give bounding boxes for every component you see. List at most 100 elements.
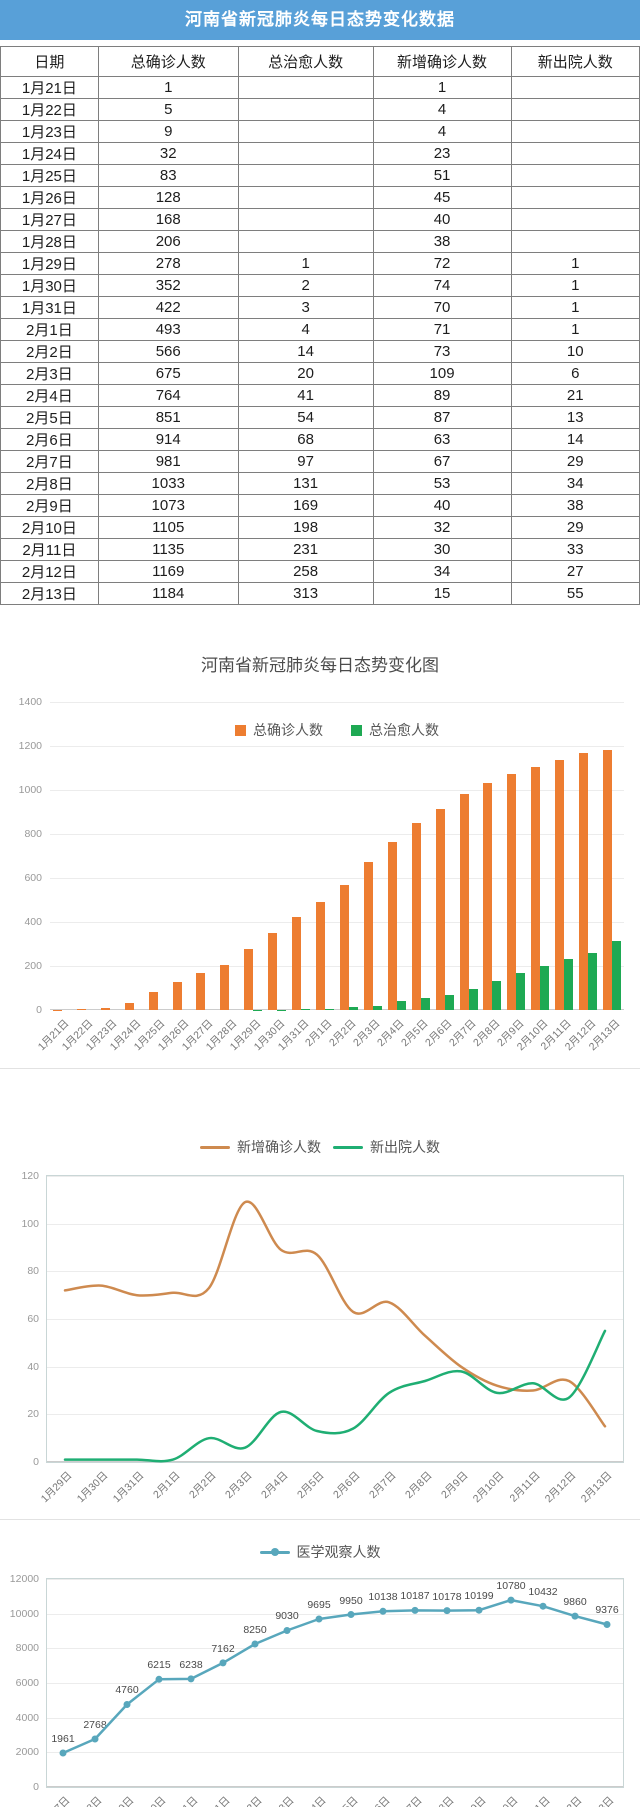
table-cell: 2月4日	[0, 384, 99, 407]
gridline	[47, 1414, 623, 1416]
table-cell: 1月30日	[0, 274, 99, 297]
x-axis-tick-label: 1月31日	[164, 1793, 202, 1807]
gridline	[47, 1683, 623, 1684]
table-row: 2月8日 1033 131 53 34	[0, 472, 640, 495]
table-cell: 45	[372, 186, 512, 209]
table-cell: 63	[372, 428, 512, 451]
table-cell: 70	[372, 296, 512, 319]
x-axis-tick-label: 2月6日	[360, 1793, 394, 1807]
y-axis-tick-label: 0	[33, 1456, 39, 1468]
table-row: 1月22日 5 4	[0, 98, 640, 121]
table-cell: 4	[237, 318, 374, 341]
table-cell: 258	[237, 560, 374, 583]
table-cell: 29	[510, 450, 640, 473]
series-line	[63, 1200, 607, 1428]
table-cell	[510, 230, 640, 253]
table-cell: 13	[510, 406, 640, 429]
x-axis-tick-label: 2月8日	[424, 1793, 458, 1807]
data-point-label: 9376	[595, 1604, 619, 1617]
line-chart-canvas	[59, 1596, 611, 1757]
table-cell	[510, 120, 640, 143]
legend-item: 医学观察人数	[259, 1542, 381, 1562]
table-cell: 981	[97, 450, 239, 473]
table-cell: 72	[372, 252, 512, 275]
table-cell: 55	[510, 582, 640, 605]
legend-swatch-line	[200, 1145, 230, 1149]
y-axis-tick-label: 400	[24, 916, 42, 928]
table-cell: 30	[372, 538, 512, 561]
table-cell: 1	[510, 252, 640, 275]
y-axis-tick-label: 20	[27, 1408, 39, 1421]
y-axis-tick-label: 1400	[18, 696, 42, 708]
bar-confirmed	[148, 991, 158, 1010]
table-header-cell: 新出院人数	[510, 46, 640, 77]
data-point-marker	[123, 1701, 131, 1708]
table-cell: 1105	[97, 516, 239, 539]
data-point-marker	[539, 1602, 547, 1610]
bar-confirmed	[555, 760, 565, 1010]
table-cell: 1135	[97, 538, 239, 561]
bar-chart-legend: 总确诊人数 总治愈人数	[50, 720, 624, 740]
x-axis-tick-label: 1月29日	[100, 1793, 138, 1807]
data-point-marker	[411, 1606, 419, 1614]
bar-confirmed	[76, 1008, 86, 1010]
table-cell: 14	[237, 340, 374, 363]
table-cell: 2月5日	[0, 406, 99, 429]
table-cell: 2月12日	[0, 560, 99, 583]
table-cell: 23	[372, 142, 512, 165]
series-line	[63, 1329, 607, 1463]
table-cell: 73	[372, 340, 512, 363]
table-cell: 1033	[97, 472, 239, 495]
section-divider	[0, 1519, 640, 1520]
table-cell: 1073	[97, 494, 239, 517]
table-cell: 71	[372, 318, 512, 341]
table-cell: 1月27日	[0, 208, 99, 231]
y-axis-tick-label: 1200	[18, 740, 42, 752]
table-cell	[510, 76, 640, 99]
bar-confirmed	[292, 917, 302, 1010]
gridline	[47, 1613, 623, 1615]
data-point-label: 1961	[51, 1733, 75, 1745]
table-body: 1月21日 1 1 1月22日 5 4 1月23日 9 4 1月24日 32 23 1月25日 83 51 1…	[0, 76, 640, 605]
table-cell: 41	[237, 384, 374, 407]
table-cell: 1月21日	[0, 76, 99, 99]
data-point-label: 8250	[243, 1624, 267, 1636]
data-point-label: 10780	[496, 1580, 526, 1593]
y-axis-tick-label: 120	[21, 1170, 39, 1182]
x-axis-tick-label: 2月11日	[516, 1793, 553, 1807]
table-cell: 33	[510, 538, 640, 561]
table-cell: 20	[237, 362, 374, 385]
data-point-marker	[219, 1659, 227, 1667]
table-cell: 14	[510, 428, 640, 451]
table-cell	[237, 120, 374, 143]
data-point-label: 10187	[400, 1590, 430, 1603]
gridline	[47, 1461, 623, 1462]
table-row: 2月10日 1105 198 32 29	[0, 516, 640, 539]
table-cell: 169	[237, 494, 374, 517]
table-cell: 422	[97, 296, 239, 319]
data-point-marker	[475, 1606, 483, 1614]
table-cell: 231	[237, 538, 374, 561]
table-cell: 4	[372, 120, 512, 143]
bar-confirmed	[483, 782, 493, 1010]
bar-chart-plot: 总确诊人数 总治愈人数 0 200 400 600 800 1000 1200 1400 1月21…	[19, 696, 624, 1053]
table-row: 2月13日 1184 313 15 55	[0, 582, 640, 605]
data-point-marker	[187, 1675, 195, 1683]
gridline	[47, 1786, 623, 1787]
table-row: 2月7日 981 97 67 29	[0, 450, 640, 473]
data-point-label: 6238	[179, 1658, 203, 1671]
table-cell	[237, 164, 374, 187]
table-cell: 32	[372, 516, 512, 539]
legend-item: 总确诊人数	[235, 720, 323, 740]
table-header-cell: 总治愈人数	[237, 46, 374, 77]
data-point-marker	[59, 1749, 67, 1757]
table-row: 1月23日 9 4	[0, 120, 640, 143]
x-axis-tick-label: 2月12日	[548, 1793, 586, 1807]
y-axis-tick-label: 4000	[15, 1711, 39, 1724]
data-point-label: 4760	[115, 1684, 139, 1697]
bar-confirmed	[579, 752, 589, 1010]
table-row: 2月12日 1169 258 34 27	[0, 560, 640, 583]
legend-marker-dot	[270, 1548, 279, 1556]
x-axis-tick-label: 2月10日	[484, 1793, 522, 1807]
bar-confirmed	[268, 932, 278, 1010]
